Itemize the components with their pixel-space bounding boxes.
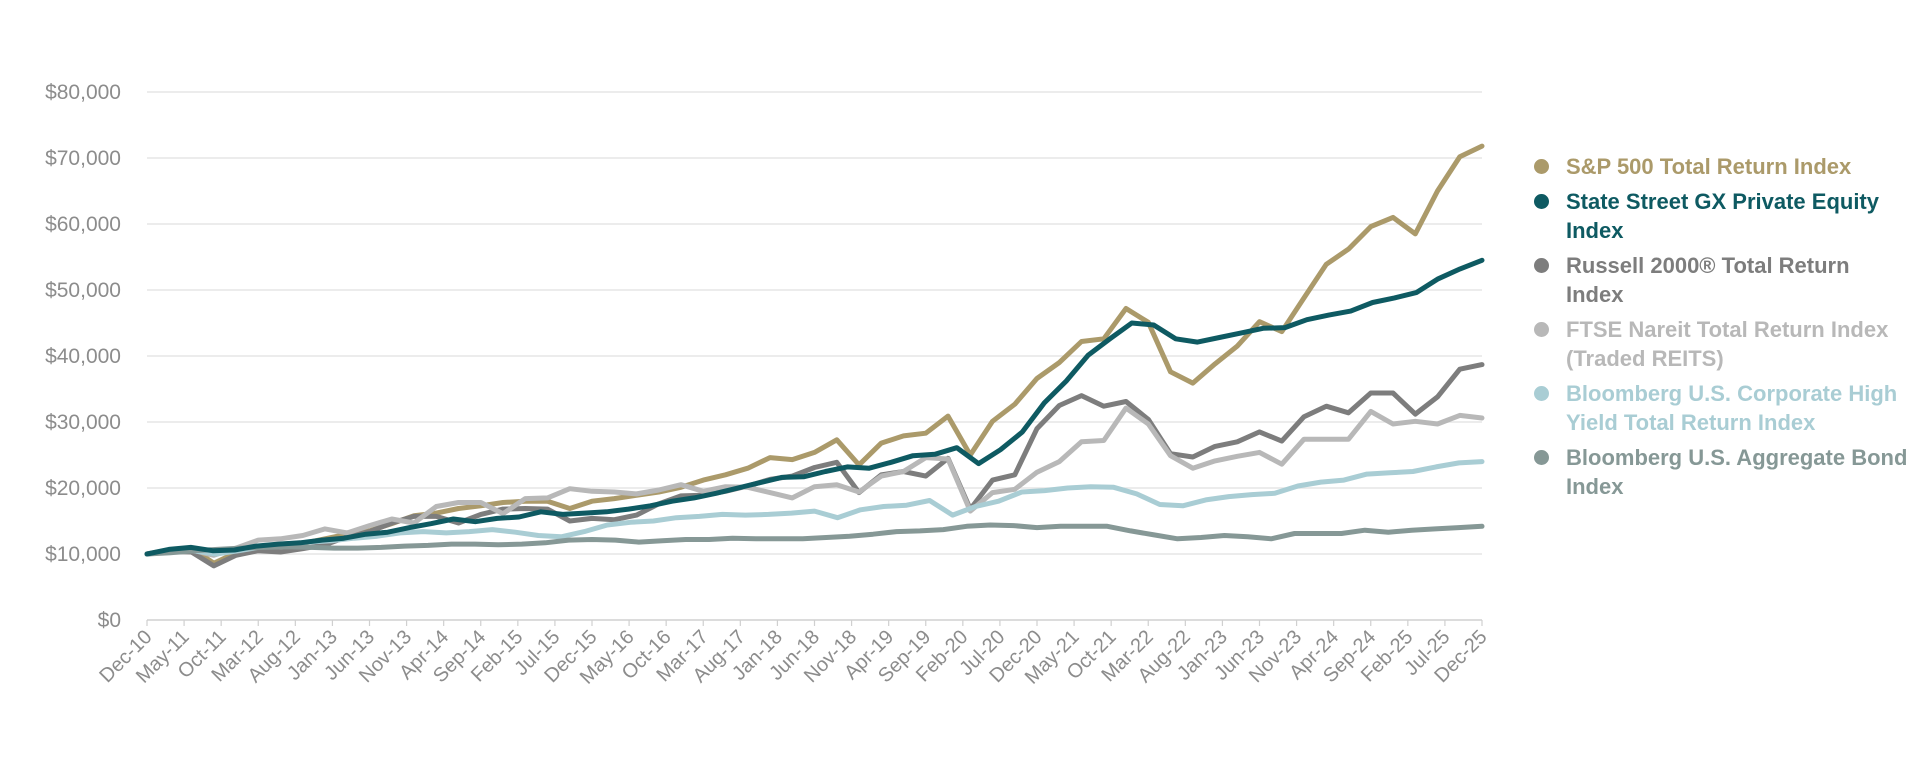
series-lines <box>144 143 1485 569</box>
legend-label: Russell 2000® Total Return Index <box>1566 253 1850 307</box>
legend-item: Bloomberg U.S. Aggregate Bond Index <box>1530 443 1910 501</box>
y-tick-label: $70,000 <box>45 147 121 170</box>
y-tick-label: $30,000 <box>45 411 121 434</box>
legend-item: FTSE Nareit Total Return Index (Traded R… <box>1530 315 1910 373</box>
gridlines <box>147 91 1482 555</box>
legend: S&P 500 Total Return Index State Street G… <box>1530 152 1910 507</box>
series-line-0 <box>144 143 1485 566</box>
legend-label: State Street GX Private Equity Index <box>1566 189 1879 243</box>
series-line-4 <box>144 459 1485 557</box>
y-tick-label: $80,000 <box>45 81 121 104</box>
legend-label: Bloomberg U.S. Corporate High Yield Tota… <box>1566 381 1898 435</box>
legend-item: S&P 500 Total Return Index <box>1530 152 1910 181</box>
series-line-1 <box>144 257 1485 557</box>
y-tick-label: $50,000 <box>45 279 121 302</box>
y-tick-label: $60,000 <box>45 213 121 236</box>
legend-marker <box>1534 386 1549 401</box>
axes: $0 $10,000 $20,000 $30,000 $40,000 $50,000 $60… <box>45 81 1491 689</box>
series-line-3 <box>144 405 1485 558</box>
y-tick-label: $10,000 <box>45 543 121 566</box>
y-tick-label: $40,000 <box>45 345 121 368</box>
legend-marker <box>1534 194 1549 209</box>
legend-label: FTSE Nareit Total Return Index (Traded R… <box>1566 317 1889 371</box>
legend-marker <box>1534 258 1549 273</box>
series-line-5 <box>144 522 1485 557</box>
legend-marker <box>1534 322 1549 337</box>
legend-marker <box>1534 450 1549 465</box>
legend-label: Bloomberg U.S. Aggregate Bond Index <box>1566 445 1908 499</box>
y-tick-label: $20,000 <box>45 477 121 500</box>
legend-item: State Street GX Private Equity Index <box>1530 187 1910 245</box>
legend-item: Russell 2000® Total Return Index <box>1530 251 1910 309</box>
legend-item: Bloomberg U.S. Corporate High Yield Tota… <box>1530 379 1910 437</box>
line-chart: $0 $10,000 $20,000 $30,000 $40,000 $50,000 $60… <box>45 81 1491 689</box>
legend-marker <box>1534 159 1549 174</box>
y-tick-label: $0 <box>98 609 121 632</box>
legend-label: S&P 500 Total Return Index <box>1566 154 1852 179</box>
